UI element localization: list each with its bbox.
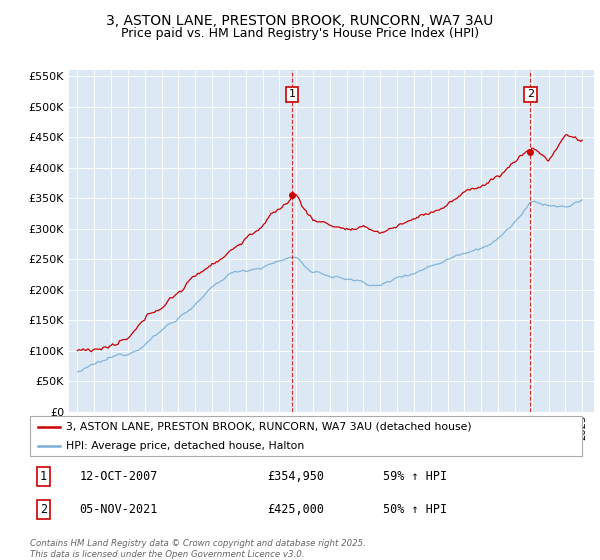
Text: HPI: Average price, detached house, Halton: HPI: Average price, detached house, Halt… <box>66 441 304 450</box>
Text: Contains HM Land Registry data © Crown copyright and database right 2025.
This d: Contains HM Land Registry data © Crown c… <box>30 539 366 559</box>
Text: Price paid vs. HM Land Registry's House Price Index (HPI): Price paid vs. HM Land Registry's House … <box>121 27 479 40</box>
Text: 12-OCT-2007: 12-OCT-2007 <box>80 470 158 483</box>
Text: 3, ASTON LANE, PRESTON BROOK, RUNCORN, WA7 3AU: 3, ASTON LANE, PRESTON BROOK, RUNCORN, W… <box>106 14 494 28</box>
Text: 2: 2 <box>40 502 47 516</box>
Text: 50% ↑ HPI: 50% ↑ HPI <box>383 502 448 516</box>
Text: £425,000: £425,000 <box>268 502 325 516</box>
Text: 05-NOV-2021: 05-NOV-2021 <box>80 502 158 516</box>
FancyBboxPatch shape <box>30 416 582 456</box>
Text: 1: 1 <box>289 90 295 100</box>
Text: 59% ↑ HPI: 59% ↑ HPI <box>383 470 448 483</box>
Text: £354,950: £354,950 <box>268 470 325 483</box>
Text: 2: 2 <box>527 90 534 100</box>
Text: 1: 1 <box>40 470 47 483</box>
Text: 3, ASTON LANE, PRESTON BROOK, RUNCORN, WA7 3AU (detached house): 3, ASTON LANE, PRESTON BROOK, RUNCORN, W… <box>66 422 472 432</box>
